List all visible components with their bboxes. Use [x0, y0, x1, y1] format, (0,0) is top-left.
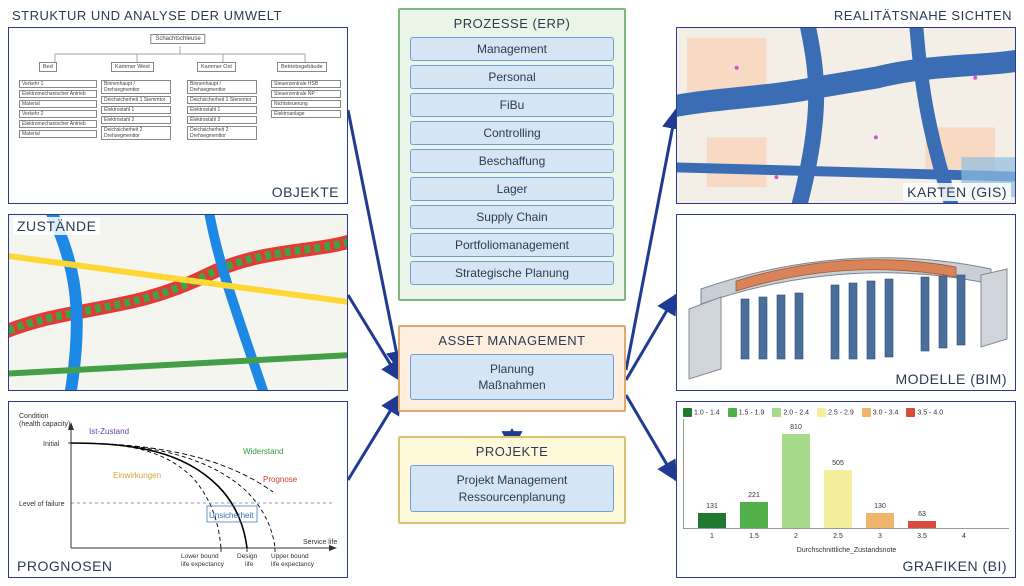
erp-item-8: Strategische Planung [410, 261, 614, 285]
panel-zustaende: ZUSTÄNDE [8, 214, 348, 391]
svg-text:Design: Design [237, 553, 258, 560]
erp-box: PROZESSE (ERP) Management Personal FiBu Con… [398, 8, 626, 301]
svg-text:life: life [245, 561, 254, 568]
svg-text:Initial: Initial [43, 441, 60, 448]
projekte-title: PROJEKTE [410, 444, 614, 459]
erp-item-1: Personal [410, 65, 614, 89]
panel-grafiken: 1.0 - 1.4 1.5 - 1.9 2.0 - 2.4 2.5 - 2.9 3.0 … [676, 401, 1016, 578]
bi-legend-item: 1.0 - 1.4 [683, 408, 720, 417]
erp-item-3: Controlling [410, 121, 614, 145]
bi-bar-4: 1303 [866, 513, 894, 528]
panel-modelle: MODELLE (BIM) [676, 214, 1016, 391]
hier-item: Verkehr 2 [19, 110, 97, 118]
svg-text:Einwirkungen: Einwirkungen [113, 471, 161, 480]
bi-bar-1: 2211.5 [740, 502, 768, 528]
hier-item: Deichsicherheit 2 Drehsegmenttor [101, 126, 171, 140]
bi-bar-2: 8102 [782, 434, 810, 528]
svg-text:life expectancy: life expectancy [181, 561, 225, 568]
svg-text:Ist-Zustand: Ist-Zustand [89, 427, 129, 436]
projekte-sub: Projekt ManagementRessourcenplanung [410, 465, 614, 511]
hier-l2-3: Betriebsgebäude [277, 62, 327, 72]
erp-item-2: FiBu [410, 93, 614, 117]
panel-zustaende-label: ZUSTÄNDE [13, 217, 100, 235]
svg-text:Condition: Condition [19, 413, 49, 420]
panel-karten: KARTEN (GIS) [676, 27, 1016, 204]
hier-item: Deichsicherheit 1 Stemmtor [187, 96, 257, 104]
asset-management-box: ASSET MANAGEMENT PlanungMaßnahmen [398, 325, 626, 412]
hier-item: Deichsicherheit 2 Drehsegmenttor [187, 126, 257, 140]
bi-legend-item: 2.0 - 2.4 [772, 408, 809, 417]
bi-bars: Durchschnittliche_Zustandsnote 13112211.… [683, 419, 1009, 529]
hier-item: Elektrostahl 1 [101, 106, 171, 114]
bi-legend-item: 2.5 - 2.9 [817, 408, 854, 417]
hier-item: Elektromechanischer Antrieb [19, 90, 97, 98]
hier-item: Binnenhaupt / Drehsegmenttor [187, 80, 257, 94]
asset-sub: PlanungMaßnahmen [410, 354, 614, 400]
hier-item: Deichsicherheit 1 Stemmtor [101, 96, 171, 104]
hier-l2-0: Bed [39, 62, 57, 72]
hier-item: Elektrostahl 1 [187, 106, 257, 114]
karten-map [677, 28, 1015, 204]
asset-title: ASSET MANAGEMENT [410, 333, 614, 348]
svg-text:Service life: Service life [303, 539, 337, 546]
hier-item: Elektrostahl 2 [187, 116, 257, 124]
hier-l2-1: Kammer West [111, 62, 154, 72]
svg-text:Prognose: Prognose [263, 475, 298, 484]
hier-item: Elektrostahl 2 [101, 116, 171, 124]
bi-legend-item: 3.5 - 4.0 [906, 408, 943, 417]
svg-text:Widerstand: Widerstand [243, 447, 283, 456]
erp-item-0: Management [410, 37, 614, 61]
panel-objekte-label: OBJEKTE [268, 183, 343, 201]
hier-item: Material [19, 100, 97, 108]
hier-item: Elektroanlage [271, 110, 341, 118]
bi-bar-0: 1311 [698, 513, 726, 528]
erp-item-5: Lager [410, 177, 614, 201]
prognosen-chart: Condition (health capacity) Initial Leve… [13, 406, 343, 576]
bi-xaxis-title: Durchschnittliche_Zustandsnote [684, 547, 1009, 554]
svg-text:life expectancy: life expectancy [271, 561, 315, 568]
erp-item-6: Supply Chain [410, 205, 614, 229]
bim-model [681, 219, 1011, 389]
left-header: STRUKTUR UND ANALYSE DER UMWELT [12, 8, 344, 23]
hier-item: Nichtsteuerung [271, 100, 341, 108]
hier-item: Binnenhaupt / Drehsegmenttor [101, 80, 171, 94]
hier-root: Schachtschleuse [150, 34, 205, 44]
projekte-box: PROJEKTE Projekt ManagementRessourcenpla… [398, 436, 626, 523]
panel-prognosen-label: PROGNOSEN [13, 557, 117, 575]
bi-legend-item: 1.5 - 1.9 [728, 408, 765, 417]
erp-title: PROZESSE (ERP) [410, 16, 614, 31]
panel-objekte: Schachtschleuse Bed Kammer West Kammer O… [8, 27, 348, 204]
hier-item: Steuerzentrale NP [271, 90, 341, 98]
bi-bar-5: 633.5 [908, 521, 936, 528]
svg-text:(health capacity): (health capacity) [19, 421, 70, 428]
zustaende-map [9, 215, 347, 391]
hier-item: Material [19, 130, 97, 138]
erp-item-4: Beschaffung [410, 149, 614, 173]
panel-karten-label: KARTEN (GIS) [903, 183, 1011, 201]
hier-item: Verkehr 1 [19, 80, 97, 88]
svg-text:Lower bound: Lower bound [181, 553, 219, 560]
hier-item: Elektromechanischer Antrieb [19, 120, 97, 128]
bi-legend: 1.0 - 1.4 1.5 - 1.9 2.0 - 2.4 2.5 - 2.9 3.0 … [683, 408, 1009, 417]
objekte-hierarchy: Schachtschleuse Bed Kammer West Kammer O… [15, 34, 341, 183]
panel-prognosen: Condition (health capacity) Initial Leve… [8, 401, 348, 578]
panel-grafiken-label: GRAFIKEN (BI) [898, 557, 1011, 575]
bi-bar-3: 5052.5 [824, 470, 852, 528]
bi-legend-item: 3.0 - 3.4 [862, 408, 899, 417]
svg-text:Level of failure: Level of failure [19, 501, 65, 508]
hier-l2-2: Kammer Ost [197, 62, 236, 72]
svg-text:Upper bound: Upper bound [271, 553, 309, 560]
hier-item: Steuerzentrale HSB [271, 80, 341, 88]
erp-item-7: Portfoliomanagement [410, 233, 614, 257]
svg-text:Unsicherheit: Unsicherheit [209, 511, 254, 520]
right-header: REALITÄTSNAHE SICHTEN [680, 8, 1012, 23]
panel-modelle-label: MODELLE (BIM) [891, 370, 1011, 388]
